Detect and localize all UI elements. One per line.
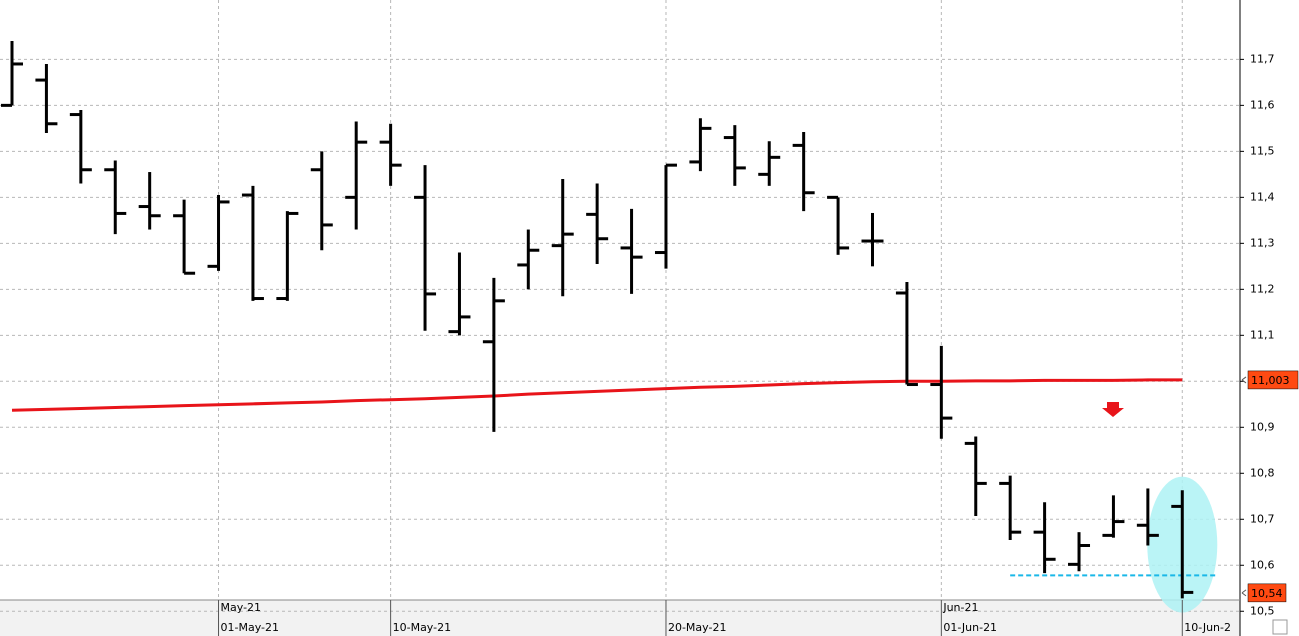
y-tick-label: 10,6 bbox=[1250, 558, 1275, 571]
x-tick-label: 20-May-21 bbox=[668, 621, 726, 634]
month-label: May-21 bbox=[221, 601, 262, 614]
y-tick-label: 11,3 bbox=[1250, 236, 1275, 249]
y-tick-label: 10,7 bbox=[1250, 512, 1275, 525]
y-tick-label: 11,2 bbox=[1250, 282, 1275, 295]
price-label-box bbox=[1247, 370, 1299, 390]
y-tick-label: 11,4 bbox=[1250, 190, 1275, 203]
corner-icon bbox=[1272, 619, 1288, 635]
x-tick-label: 01-Jun-21 bbox=[943, 621, 997, 634]
moving-average-line bbox=[11, 378, 1183, 412]
price-label: 10,54 bbox=[1251, 587, 1283, 600]
x-tick-label: 01-May-21 bbox=[221, 621, 279, 634]
x-tick-label: 10-Jun-2 bbox=[1184, 621, 1231, 634]
sell-arrow bbox=[1102, 402, 1124, 417]
y-tick-label: 11,7 bbox=[1250, 52, 1275, 65]
price-label-box bbox=[1247, 583, 1287, 603]
y-tick-label: 11,6 bbox=[1250, 98, 1275, 111]
price-label: 11,003 bbox=[1251, 374, 1290, 387]
price-pointer bbox=[1241, 589, 1247, 597]
month-label: Jun-21 bbox=[942, 601, 978, 614]
y-tick-label: 10,5 bbox=[1250, 604, 1275, 617]
y-tick-label: 11,5 bbox=[1250, 144, 1275, 157]
x-axis-band bbox=[0, 600, 1240, 636]
y-tick-label: 10,9 bbox=[1250, 420, 1275, 433]
price-pointer bbox=[1241, 376, 1247, 384]
x-tick-label: 10-May-21 bbox=[393, 621, 451, 634]
y-tick-label: 10,8 bbox=[1250, 466, 1275, 479]
y-tick-label: 11,1 bbox=[1250, 328, 1275, 341]
